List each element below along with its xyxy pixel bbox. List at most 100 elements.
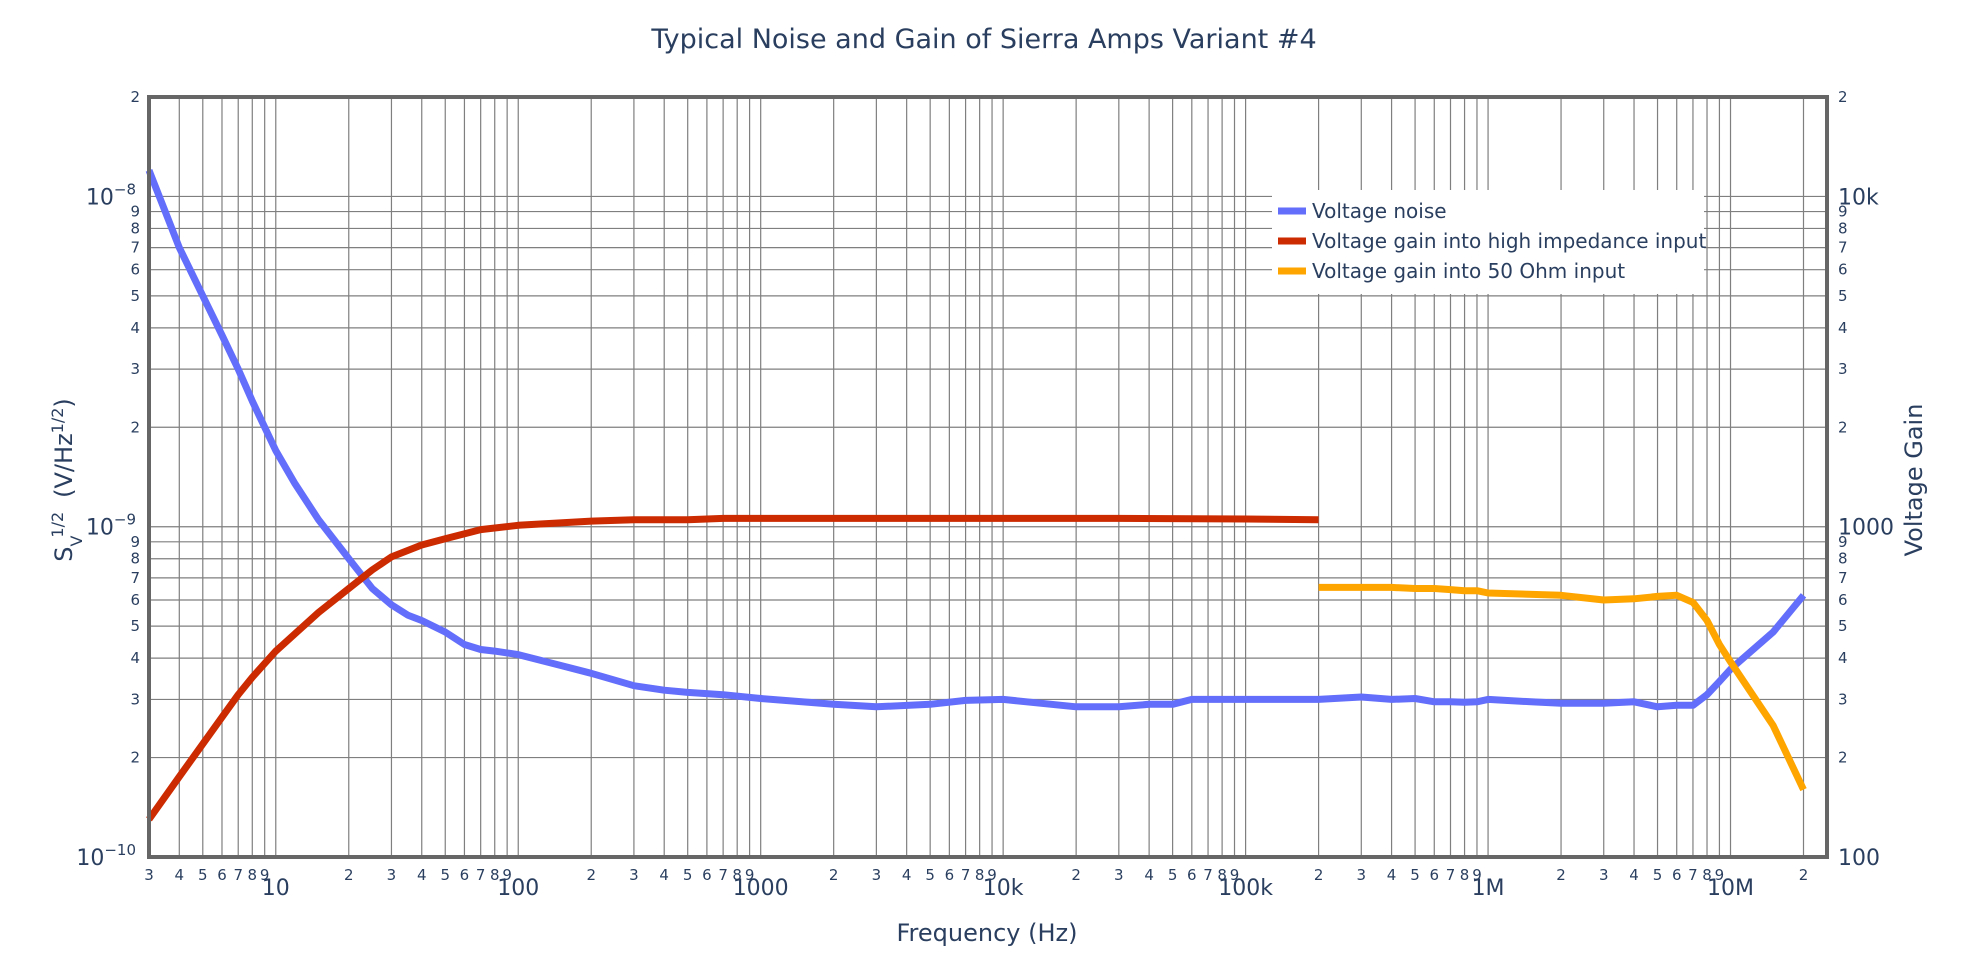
y-left-minor-tick-label: 7 <box>130 569 140 587</box>
x-minor-tick-label: 8 <box>248 866 258 884</box>
x-minor-tick-label: 5 <box>1410 866 1420 884</box>
y-right-tick-label: 10k <box>1838 185 1879 210</box>
x-minor-tick-label: 9 <box>260 866 270 884</box>
x-tick-label: 10 <box>262 876 290 901</box>
y-right-minor-tick-label: 2 <box>1838 88 1848 106</box>
x-tick-label: 100 <box>497 876 539 901</box>
x-minor-tick-label: 3 <box>1114 866 1124 884</box>
x-minor-tick-label: 6 <box>702 866 712 884</box>
x-minor-tick-label: 6 <box>945 866 955 884</box>
x-tick-label: 1M <box>1472 876 1505 901</box>
y-left-minor-tick-label: 5 <box>130 617 140 635</box>
x-minor-tick-label: 9 <box>1472 866 1482 884</box>
x-minor-tick-label: 9 <box>1715 866 1725 884</box>
y-axis-left-title: SV1/2(V/Hz1/2) <box>48 398 86 562</box>
y-left-tick-label: 10−8 <box>86 180 136 210</box>
y-right-minor-tick-label: 5 <box>1838 617 1848 635</box>
y-right-minor-tick-label: 9 <box>1838 533 1848 551</box>
x-minor-tick-label: 3 <box>1357 866 1367 884</box>
y-right-tick-label: 100 <box>1838 846 1880 871</box>
y-left-minor-tick-label: 6 <box>130 591 140 609</box>
x-minor-tick-label: 5 <box>683 866 693 884</box>
y-right-minor-tick-label: 5 <box>1838 287 1848 305</box>
y-right-minor-tick-label: 8 <box>1838 219 1848 237</box>
y-right-minor-tick-label: 3 <box>1838 690 1848 708</box>
series-layer <box>145 169 1807 822</box>
y-left-minor-tick-label: 7 <box>130 239 140 257</box>
legend-label: Voltage gain into 50 Ohm input <box>1312 259 1625 283</box>
y-axis-right-title: Voltage Gain <box>1900 404 1928 557</box>
y-left-minor-tick-label: 8 <box>130 219 140 237</box>
y-right-minor-tick-label: 8 <box>1838 550 1848 568</box>
x-minor-tick-label: 7 <box>476 866 486 884</box>
x-minor-tick-label: 2 <box>1799 866 1809 884</box>
x-minor-tick-label: 4 <box>902 866 912 884</box>
series-line-3 <box>1318 583 1807 792</box>
x-minor-tick-label: 7 <box>233 866 243 884</box>
x-tick-label: 10M <box>1707 876 1754 901</box>
x-minor-tick-label: 7 <box>1203 866 1213 884</box>
x-minor-tick-label: 7 <box>718 866 728 884</box>
y-left-minor-tick-label: 2 <box>130 88 140 106</box>
x-minor-tick-label: 6 <box>1429 866 1439 884</box>
x-minor-tick-label: 5 <box>1168 866 1178 884</box>
y-left-minor-tick-label: 9 <box>130 203 140 221</box>
plot-frame <box>147 95 1829 859</box>
x-minor-tick-label: 9 <box>502 866 512 884</box>
y-left-minor-tick-label: 5 <box>130 287 140 305</box>
y-right-minor-tick-label: 7 <box>1838 239 1848 257</box>
x-minor-tick-label: 4 <box>659 866 669 884</box>
x-minor-tick-label: 4 <box>417 866 427 884</box>
x-minor-tick-label: 4 <box>1144 866 1154 884</box>
x-tick-label: 1000 <box>733 876 789 901</box>
y-right-minor-tick-label: 6 <box>1838 591 1848 609</box>
y-right-minor-tick-label: 4 <box>1838 319 1848 337</box>
x-minor-tick-label: 2 <box>1071 866 1081 884</box>
x-minor-tick-label: 6 <box>460 866 470 884</box>
y-left-minor-tick-label: 4 <box>130 319 140 337</box>
y-left-minor-tick-label: 8 <box>130 550 140 568</box>
x-minor-tick-label: 3 <box>629 866 639 884</box>
x-minor-tick-label: 6 <box>1187 866 1197 884</box>
x-minor-tick-label: 5 <box>198 866 208 884</box>
x-minor-tick-label: 5 <box>440 866 450 884</box>
x-minor-tick-label: 5 <box>925 866 935 884</box>
y-right-minor-tick-label: 9 <box>1838 203 1848 221</box>
x-minor-tick-label: 8 <box>732 866 742 884</box>
x-minor-tick-label: 4 <box>1387 866 1397 884</box>
x-minor-tick-label: 7 <box>1446 866 1456 884</box>
y-right-minor-tick-label: 7 <box>1838 569 1848 587</box>
y-right-minor-tick-label: 4 <box>1838 649 1848 667</box>
x-minor-tick-label: 8 <box>975 866 985 884</box>
x-tick-label: 10k <box>983 876 1024 901</box>
chart-title: Typical Noise and Gain of Sierra Amps Va… <box>650 24 1316 55</box>
x-minor-tick-label: 9 <box>745 866 755 884</box>
x-minor-tick-label: 5 <box>1653 866 1663 884</box>
legend-label: Voltage gain into high impedance input <box>1312 229 1706 253</box>
y-left-minor-tick-label: 2 <box>130 749 140 767</box>
x-minor-tick-label: 3 <box>1599 866 1609 884</box>
x-minor-tick-label: 3 <box>387 866 397 884</box>
y-right-minor-tick-label: 3 <box>1838 360 1848 378</box>
y-left-minor-tick-label: 9 <box>130 533 140 551</box>
grid <box>148 96 1827 858</box>
y-right-minor-tick-label: 2 <box>1838 749 1848 767</box>
series-line-1 <box>145 169 1807 711</box>
y-left-minor-tick-label: 6 <box>130 261 140 279</box>
x-minor-tick-label: 9 <box>987 866 997 884</box>
y-left-minor-tick-label: 3 <box>130 360 140 378</box>
y-left-tick-label: 10−10 <box>76 841 136 871</box>
y-left-minor-tick-label: 2 <box>130 418 140 436</box>
x-minor-tick-label: 4 <box>1629 866 1639 884</box>
x-minor-tick-label: 2 <box>344 866 354 884</box>
x-minor-tick-label: 3 <box>144 866 154 884</box>
x-minor-tick-label: 3 <box>872 866 882 884</box>
legend-label: Voltage noise <box>1312 199 1447 223</box>
x-minor-tick-label: 7 <box>961 866 971 884</box>
y-left-tick-label: 10−9 <box>86 511 136 541</box>
x-minor-tick-label: 6 <box>217 866 227 884</box>
x-minor-tick-label: 8 <box>490 866 500 884</box>
x-minor-tick-label: 2 <box>829 866 839 884</box>
